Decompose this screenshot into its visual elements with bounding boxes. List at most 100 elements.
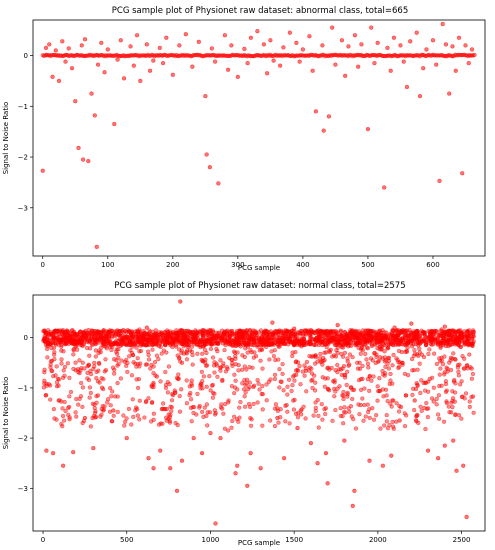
scatter-point (465, 335, 470, 340)
scatter-point (449, 400, 454, 405)
scatter-point (435, 340, 440, 345)
scatter-point (151, 411, 156, 416)
scatter-point (399, 328, 404, 334)
scatter-point (454, 468, 459, 473)
scatter-point (469, 47, 475, 52)
scatter-point (330, 335, 335, 341)
scatter-point (62, 373, 67, 378)
scatter-point (207, 373, 212, 379)
scatter-point (144, 325, 149, 330)
scatter-point (194, 342, 199, 347)
scatter-point (367, 388, 372, 393)
scatter-points (40, 21, 477, 250)
scatter-point (316, 413, 321, 419)
scatter-point (427, 376, 432, 382)
scatter-point (229, 43, 234, 48)
scatter-point (124, 435, 129, 441)
scatter-point (374, 354, 379, 360)
scatter-point (76, 145, 81, 151)
x-axis-label: PCG sample (238, 539, 280, 547)
scatter-point (60, 424, 65, 429)
x-ticks: 0 500 1000 1500 2000 2500 (41, 531, 470, 544)
scatter-point (421, 66, 426, 71)
scatter-point (309, 336, 315, 342)
scatter-point (469, 394, 474, 400)
scatter-point (158, 448, 163, 453)
scatter-point (251, 401, 256, 407)
scatter-point (268, 342, 273, 347)
scatter-point (390, 381, 395, 386)
scatter-point (291, 407, 297, 412)
scatter-point (371, 374, 376, 379)
scatter-point (365, 346, 371, 351)
scatter-point (54, 364, 59, 369)
scatter-point (82, 366, 87, 371)
scatter-point (213, 521, 218, 526)
scatter-point (260, 383, 265, 389)
x-tick-label: 1000 (202, 536, 220, 544)
scatter-point (62, 364, 68, 370)
scatter-point (388, 339, 393, 345)
scatter-point (383, 364, 388, 369)
scatter-point (447, 91, 452, 96)
scatter-point (388, 378, 393, 383)
scatter-point (119, 358, 124, 363)
scatter-point (368, 338, 373, 343)
scatter-point (443, 42, 449, 47)
scatter-point (64, 339, 69, 344)
scatter-point (284, 402, 289, 408)
scatter-point (356, 64, 361, 69)
scatter-point (126, 342, 132, 348)
scatter-point (385, 45, 390, 51)
scatter-point (356, 329, 362, 334)
scatter-point (338, 328, 344, 333)
scatter-point (226, 428, 231, 433)
scatter-point (233, 356, 238, 361)
scatter-point (335, 350, 340, 355)
scatter-point (414, 414, 419, 419)
scatter-point (452, 338, 457, 344)
scatter-point (222, 335, 227, 340)
scatter-point (240, 335, 245, 340)
scatter-point (121, 413, 126, 418)
scatter-point (160, 406, 165, 411)
scatter-point (112, 121, 117, 127)
scatter-point (400, 362, 405, 367)
scatter-point (423, 380, 429, 386)
y-axis-label: Signal to Noise Ratio (2, 102, 10, 175)
scatter-point (345, 331, 350, 337)
scatter-point (184, 378, 189, 383)
scatter-point (176, 376, 181, 381)
scatter-point (190, 329, 196, 335)
scatter-point (350, 354, 355, 360)
scatter-point (129, 422, 134, 427)
scatter-point (101, 377, 106, 382)
scatter-point (442, 443, 447, 448)
scatter-point (424, 47, 429, 52)
scatter-point (47, 42, 52, 47)
scatter-point (323, 411, 328, 417)
scatter-point (281, 329, 286, 334)
scatter-point (275, 332, 281, 337)
scatter-point (404, 349, 410, 354)
scatter-point (377, 388, 383, 394)
scatter-point (266, 379, 272, 384)
scatter-point (153, 373, 158, 378)
scatter-point (67, 375, 72, 381)
scatter-point (153, 341, 159, 347)
scatter-point (67, 417, 72, 422)
scatter-point (201, 374, 207, 379)
scatter-point (237, 415, 242, 420)
scatter-point (338, 406, 343, 411)
scatter-point (383, 358, 388, 363)
scatter-point (177, 355, 182, 360)
scatter-point (364, 339, 370, 344)
scatter-point (232, 414, 237, 419)
scatter-point (437, 178, 442, 184)
scatter-point (205, 341, 210, 346)
scatter-point (55, 336, 60, 341)
scatter-point (92, 113, 97, 118)
scatter-point (50, 74, 55, 79)
scatter-point (99, 406, 104, 412)
scatter-point (156, 356, 161, 362)
